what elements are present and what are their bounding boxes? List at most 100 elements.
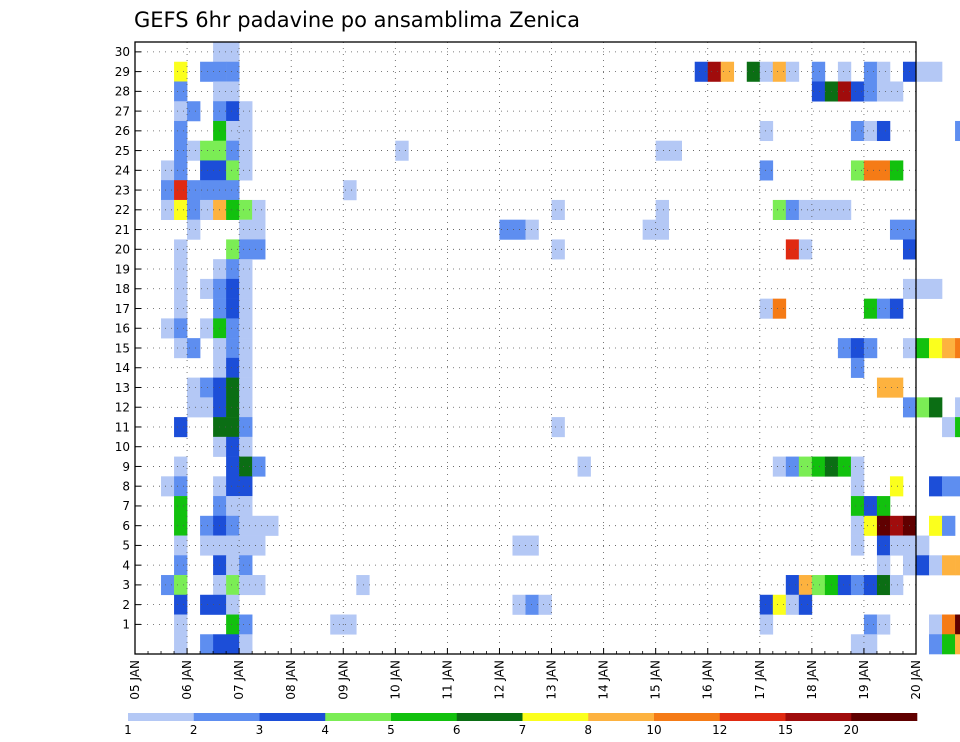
y-tick-label: 24: [115, 164, 130, 178]
heatmap-cell: [226, 614, 240, 635]
heatmap-cell: [759, 160, 774, 181]
heatmap-cell: [239, 496, 253, 517]
y-tick-label: 4: [122, 558, 130, 572]
heatmap-cell: [837, 81, 852, 102]
x-tick-label: 18 JAN: [805, 660, 819, 700]
y-tick-label: 25: [115, 144, 130, 158]
heatmap-cell: [213, 81, 240, 102]
heatmap-cell: [356, 575, 370, 596]
colorbar-swatch: [128, 713, 195, 721]
heatmap-cell: [942, 338, 956, 359]
heatmap-cell: [929, 397, 943, 418]
heatmap-cell: [876, 515, 891, 536]
heatmap-cell: [200, 318, 214, 339]
y-tick-label: 1: [122, 618, 130, 632]
heatmap-cell: [759, 594, 774, 615]
x-tick-label: 15 JAN: [649, 660, 663, 700]
heatmap-cell: [916, 397, 930, 418]
heatmap-cell: [837, 61, 852, 82]
heatmap-cell: [850, 456, 865, 477]
chart-title: GEFS 6hr padavine po ansamblima Zenica: [134, 8, 580, 32]
heatmap-cells: [161, 42, 960, 655]
heatmap-cell: [226, 555, 240, 576]
heatmap-cell: [850, 160, 865, 181]
x-tick-label: 05 JAN: [128, 660, 142, 700]
y-axis-ticks: 1234567891011121314151617181920212223242…: [115, 45, 141, 632]
heatmap-cell: [785, 575, 800, 596]
heatmap-cell: [876, 377, 904, 398]
heatmap-cell: [863, 338, 878, 359]
x-axis-ticks: 05 JAN 06 JAN 07 JAN 08 JAN 09 JAN 10 JAN 11 J…: [128, 648, 923, 700]
heatmap-cell: [876, 298, 891, 319]
heatmap-cell: [239, 634, 253, 655]
heatmap-cell: [863, 496, 878, 517]
heatmap-cell: [239, 397, 253, 418]
heatmap-cell: [850, 535, 865, 556]
heatmap-cell: [226, 594, 240, 615]
heatmap-cell: [200, 397, 214, 418]
colorbar-label: 2: [190, 723, 198, 737]
heatmap-cell: [174, 417, 188, 438]
heatmap-cell: [942, 476, 960, 497]
heatmap-cell: [187, 219, 201, 240]
heatmap-cell: [863, 61, 878, 82]
heatmap-cell: [889, 515, 904, 536]
heatmap-cell: [226, 318, 240, 339]
heatmap-cell: [889, 298, 904, 319]
heatmap-cell: [174, 614, 188, 635]
heatmap-cell: [759, 298, 774, 319]
heatmap-cell: [916, 555, 930, 576]
heatmap-cell: [889, 160, 904, 181]
heatmap-cell: [174, 338, 188, 359]
heatmap-cell: [174, 298, 188, 319]
heatmap-cell: [929, 476, 943, 497]
heatmap-cell: [174, 634, 188, 655]
colorbar-label: 1: [124, 723, 132, 737]
x-tick-label: 06 JAN: [180, 660, 194, 700]
heatmap-cell: [707, 61, 722, 82]
colorbar-swatch: [851, 713, 918, 721]
heatmap-cell: [174, 476, 188, 497]
heatmap-cell: [785, 456, 800, 477]
heatmap-cell: [343, 180, 357, 201]
heatmap-cell: [239, 535, 266, 556]
heatmap-cell: [174, 575, 188, 596]
heatmap-cell: [863, 614, 878, 635]
heatmap-cell: [876, 496, 891, 517]
heatmap-cell: [785, 239, 800, 260]
y-tick-label: 3: [122, 578, 130, 592]
heatmap-cell: [655, 140, 682, 161]
heatmap-cell: [174, 259, 188, 280]
heatmap-cell: [239, 318, 253, 339]
heatmap-cell: [850, 476, 865, 497]
x-tick-label: 07 JAN: [232, 660, 246, 700]
colorbar-label: 7: [519, 723, 527, 737]
colorbar-label: 8: [584, 723, 592, 737]
heatmap-cell: [239, 515, 279, 536]
heatmap-cell: [239, 140, 253, 161]
heatmap-cell: [213, 417, 240, 438]
x-tick-label: 14 JAN: [597, 660, 611, 700]
heatmap-cell: [942, 417, 956, 438]
heatmap-cell: [655, 199, 669, 220]
y-tick-label: 10: [115, 440, 130, 454]
heatmap-cell: [252, 575, 266, 596]
heatmap-cell: [213, 535, 240, 556]
heatmap-cell: [174, 278, 188, 299]
y-tick-label: 16: [115, 322, 130, 336]
heatmap-cell: [226, 338, 240, 359]
heatmap-cell: [239, 160, 253, 181]
heatmap-cell: [785, 61, 800, 82]
heatmap-cell: [239, 436, 253, 457]
heatmap-cell: [174, 515, 188, 536]
heatmap-cell: [226, 259, 240, 280]
heatmap-cell: [876, 61, 891, 82]
heatmap-cell: [850, 120, 865, 142]
colorbar-swatch: [654, 713, 721, 721]
heatmap-cell: [200, 535, 214, 556]
heatmap-cell: [226, 120, 253, 142]
heatmap-cell: [916, 338, 930, 359]
y-tick-label: 23: [115, 183, 130, 197]
heatmap-cell: [239, 555, 253, 576]
heatmap-cell: [902, 278, 943, 299]
